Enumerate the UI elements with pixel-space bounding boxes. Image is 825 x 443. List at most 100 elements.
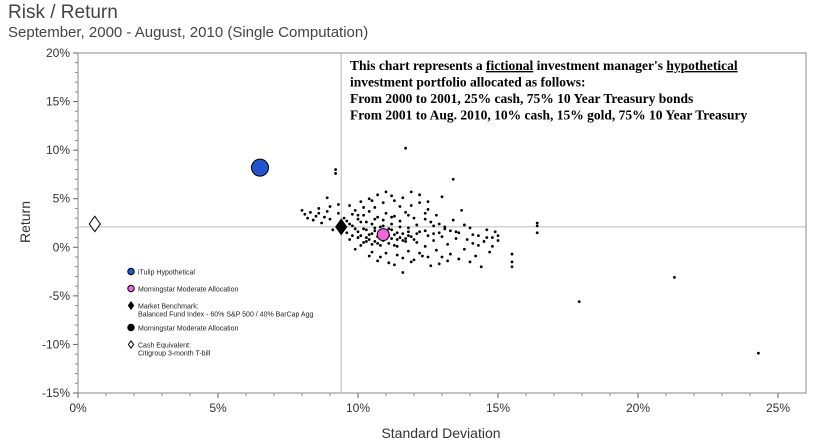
legend-label: Morningstar Moderate Allocation (138, 287, 238, 294)
scatter-point (426, 208, 430, 211)
chart-note-line: investment portfolio allocated as follow… (350, 75, 585, 90)
scatter-point (454, 237, 458, 240)
scatter-point (449, 252, 452, 256)
scatter-point (432, 239, 435, 242)
legend-label: Market Benchmark: (138, 304, 199, 311)
scatter-point (334, 168, 337, 171)
scatter-point (325, 209, 329, 213)
scatter-point (309, 210, 312, 214)
scatter-point (370, 222, 374, 226)
legend-marker (127, 284, 135, 293)
scatter-point (317, 207, 321, 210)
scatter-point (471, 242, 475, 245)
scatter-point (393, 233, 396, 237)
scatter-point (384, 251, 388, 255)
scatter-point (407, 226, 410, 230)
scatter-point (353, 208, 357, 212)
x-tick-label: 10% (346, 401, 370, 415)
scatter-point (370, 250, 374, 254)
legend-label: Balanced Fund Index - 60% S&P 500 / 40% … (138, 312, 313, 319)
scatter-point (362, 206, 365, 209)
scatter-point (474, 254, 477, 258)
scatter-point (457, 231, 461, 235)
scatter-point (303, 212, 307, 216)
scatter-point (390, 228, 393, 232)
scatter-point (496, 234, 500, 238)
scatter-point (390, 222, 393, 226)
scatter-point (465, 238, 469, 241)
scatter-point (404, 210, 407, 214)
scatter-point (407, 234, 410, 238)
scatter-point (390, 194, 393, 198)
scatter-point (404, 237, 407, 240)
scatter-point (510, 265, 514, 269)
legend-marker (127, 323, 135, 332)
scatter-point (323, 215, 326, 219)
scatter-point (367, 209, 371, 213)
chart-note-segment: hypothetical (666, 58, 738, 73)
y-tick-label: 15% (46, 95, 70, 109)
scatter-point (359, 234, 363, 238)
scatter-point (398, 236, 402, 239)
chart-note: This chart represents a fictional invest… (350, 58, 748, 123)
scatter-point (367, 233, 371, 237)
chart-note-line: From 2001 to Aug. 2010, 10% cash, 15% go… (350, 108, 748, 123)
scatter-point (418, 193, 421, 197)
scatter-point (317, 211, 321, 215)
scatter-point (446, 259, 449, 263)
plot-area (77, 52, 807, 394)
scatter-point (384, 190, 388, 194)
scatter-point (432, 232, 435, 236)
highlighted-points (88, 158, 390, 242)
scatter-point (510, 252, 514, 256)
scatter-point (463, 223, 466, 227)
scatter-point (432, 224, 435, 228)
y-tick-label: 0% (53, 240, 71, 254)
scatter-point (429, 264, 433, 268)
scatter-point (496, 239, 500, 242)
scatter-point (365, 240, 368, 243)
scatter-point (485, 228, 489, 232)
scatter-point (468, 226, 472, 230)
scatter-point (460, 208, 463, 212)
scatter-point (373, 240, 377, 243)
scatter-point (415, 232, 419, 236)
scatter-point (415, 241, 419, 244)
scatter-point (359, 200, 363, 204)
scatter-point (328, 205, 332, 208)
scatter-point (409, 204, 413, 207)
chart-note-segment: From 2001 to Aug. 2010, 10% cash, 15% go… (350, 108, 748, 123)
scatter-point (387, 261, 391, 265)
scatter-point (395, 231, 399, 235)
scatter-point (426, 200, 430, 204)
scatter-point (477, 234, 480, 238)
scatter-point (463, 247, 466, 251)
scatter-point (409, 260, 413, 264)
highlight-point (251, 158, 269, 177)
legend-marker (127, 267, 135, 276)
scatter-point (345, 219, 349, 223)
scatter-point (451, 177, 455, 181)
scatter-point (384, 211, 388, 215)
scatter-point (437, 231, 441, 235)
scatter-point (437, 262, 441, 266)
x-axis-label: Standard Deviation (381, 425, 500, 441)
scatter-point (373, 206, 377, 209)
scatter-point (435, 248, 438, 252)
chart-note-segment: This chart represents a (350, 58, 486, 73)
scatter-point (423, 211, 427, 215)
scatter-point (443, 227, 447, 231)
chart-note-segment: From 2000 to 2001, 25% cash, 75% 10 Year… (350, 91, 693, 106)
scatter-point (412, 258, 416, 262)
chart-subtitle: September, 2000 - August, 2010 (Single C… (8, 24, 369, 41)
scatter-point (351, 212, 354, 216)
scatter-point (407, 249, 410, 253)
scatter-point (404, 146, 407, 150)
scatter-point (395, 253, 399, 257)
scatter-point (493, 230, 497, 234)
scatter-point (314, 214, 318, 218)
scatter-point (423, 244, 427, 248)
scatter-point (409, 235, 413, 239)
y-axis-label: Return (17, 201, 33, 243)
scatter-point (491, 244, 494, 248)
